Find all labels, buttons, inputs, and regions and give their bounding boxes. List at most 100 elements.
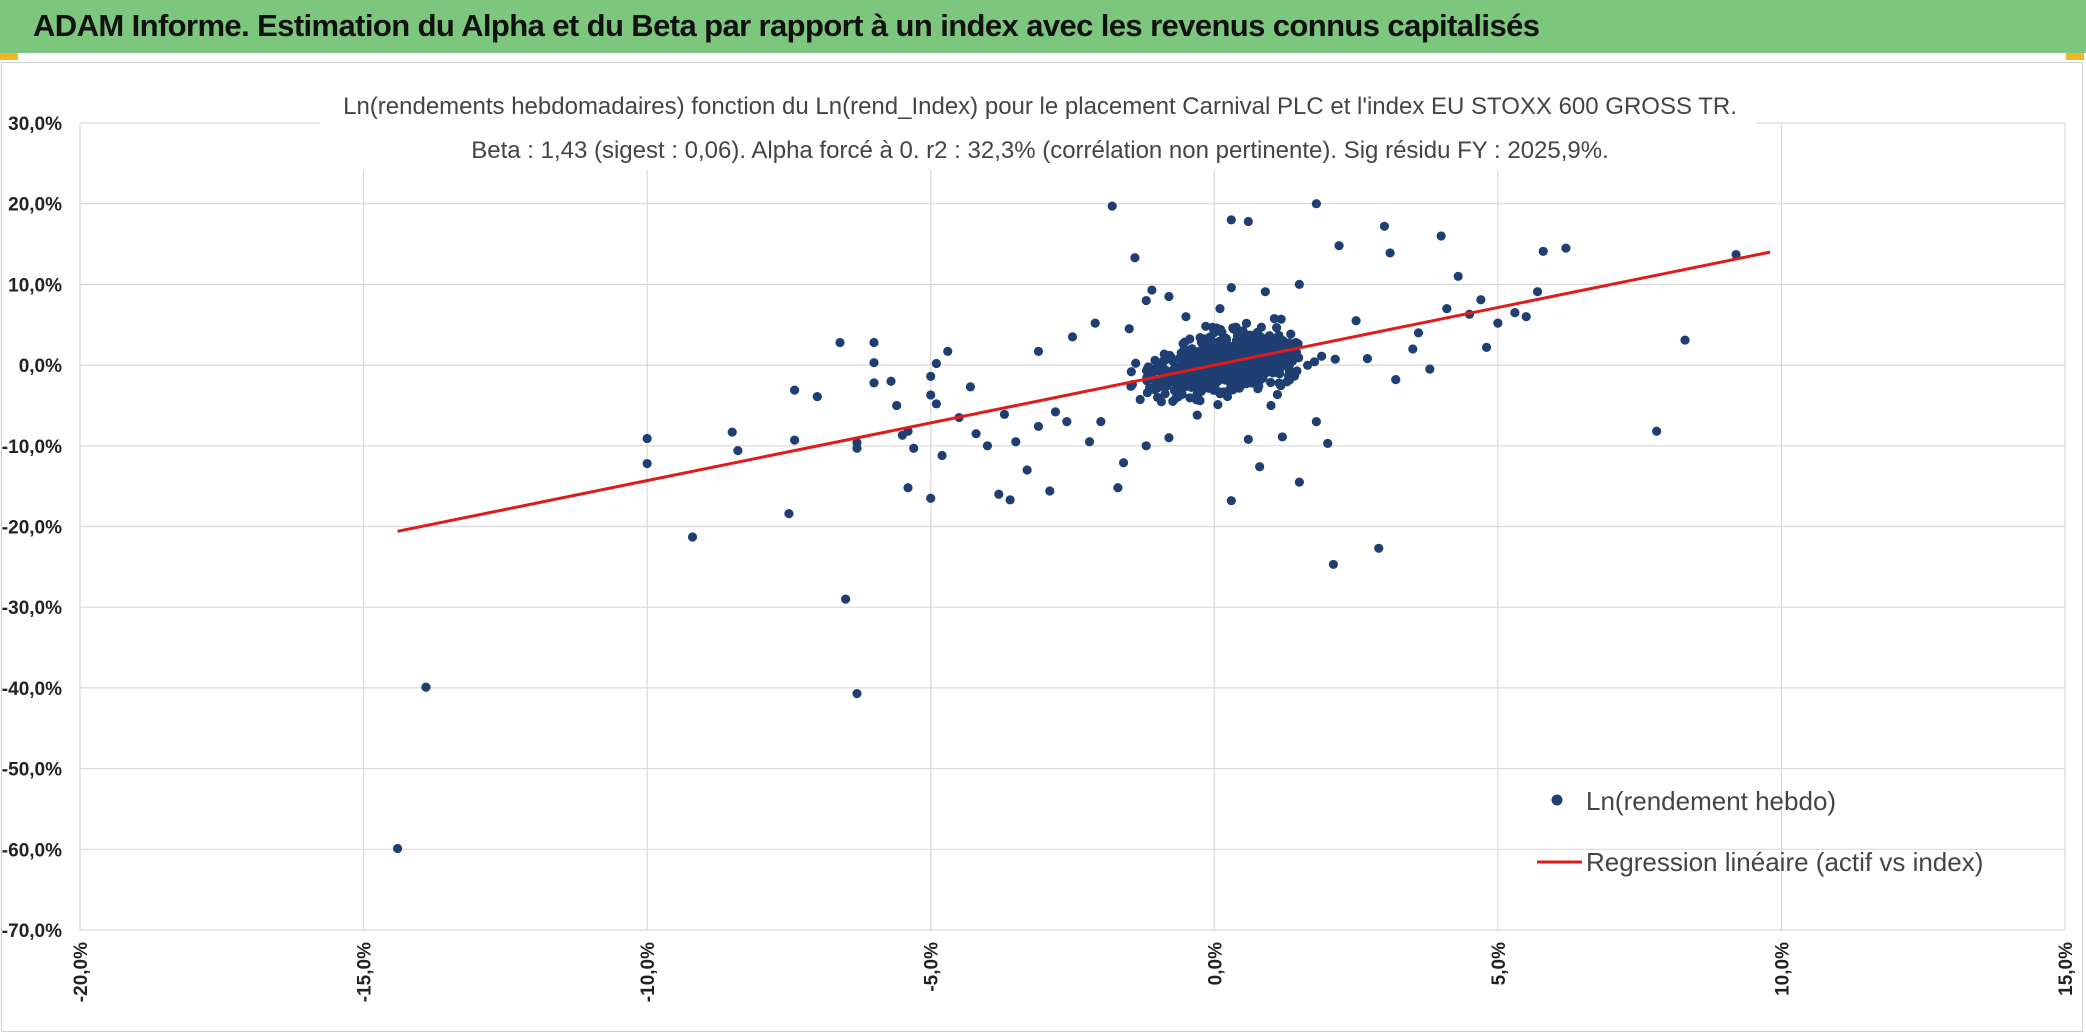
data-point bbox=[1022, 465, 1032, 475]
data-point bbox=[943, 346, 953, 356]
data-point bbox=[1226, 283, 1236, 293]
data-point bbox=[1175, 353, 1185, 363]
data-point bbox=[1303, 360, 1313, 370]
data-point bbox=[1311, 199, 1321, 209]
data-point bbox=[1330, 354, 1340, 364]
data-point bbox=[1202, 345, 1212, 355]
data-point bbox=[1436, 231, 1446, 241]
data-point bbox=[1265, 356, 1275, 366]
data-point bbox=[1033, 346, 1044, 356]
legend-marker-points bbox=[1551, 794, 1563, 806]
data-point bbox=[869, 378, 879, 388]
x-tick-label: 15,0% bbox=[2056, 942, 2077, 996]
data-point bbox=[421, 682, 431, 692]
data-point bbox=[926, 390, 936, 400]
data-point bbox=[1067, 332, 1078, 342]
x-tick-label: 10,0% bbox=[1772, 942, 1793, 996]
data-point bbox=[1124, 324, 1134, 334]
data-point bbox=[1213, 400, 1223, 410]
data-point bbox=[1271, 322, 1282, 333]
data-point bbox=[1096, 416, 1106, 427]
data-point bbox=[1255, 375, 1265, 385]
data-point bbox=[1244, 330, 1254, 340]
legend-label-line: Regression linéaire (actif vs index) bbox=[1586, 847, 1983, 877]
data-point bbox=[1164, 433, 1174, 443]
data-point bbox=[1090, 318, 1100, 328]
x-tick-label: -5,0% bbox=[922, 942, 943, 992]
data-point bbox=[1284, 365, 1294, 375]
data-point bbox=[869, 358, 879, 368]
data-point bbox=[999, 409, 1010, 419]
chart-subtitle: Beta : 1,43 (sigest : 0,06). Alpha forcé… bbox=[471, 137, 1609, 164]
data-point bbox=[1142, 388, 1153, 398]
data-point bbox=[852, 688, 862, 699]
data-point bbox=[1164, 291, 1174, 302]
data-point bbox=[1166, 353, 1176, 363]
y-tick-label: 10,0% bbox=[8, 275, 62, 296]
y-tick-label: -60,0% bbox=[2, 840, 62, 861]
data-point bbox=[1351, 316, 1361, 326]
data-point bbox=[1084, 437, 1095, 447]
data-point bbox=[1481, 342, 1492, 352]
chart-frame bbox=[1, 62, 2083, 1032]
data-point bbox=[1538, 246, 1548, 256]
y-tick-label: -50,0% bbox=[2, 760, 62, 781]
data-point bbox=[1130, 253, 1140, 263]
data-point bbox=[1185, 334, 1195, 344]
data-point bbox=[1408, 344, 1418, 354]
data-point bbox=[727, 427, 737, 437]
data-point bbox=[1374, 543, 1384, 553]
data-point bbox=[1680, 335, 1690, 345]
data-point bbox=[1181, 312, 1191, 322]
data-point bbox=[1212, 366, 1222, 376]
data-point bbox=[1274, 378, 1284, 388]
data-point bbox=[1323, 438, 1333, 448]
corner-marker-right bbox=[2066, 53, 2084, 60]
data-point bbox=[1196, 355, 1206, 365]
data-point bbox=[1294, 279, 1304, 289]
data-point bbox=[393, 843, 403, 854]
data-point bbox=[1731, 249, 1741, 260]
data-point bbox=[687, 532, 698, 542]
data-point bbox=[1215, 304, 1225, 314]
data-point bbox=[1182, 373, 1192, 383]
data-point bbox=[1062, 416, 1072, 427]
gridlines bbox=[79, 122, 2066, 931]
data-point bbox=[1201, 321, 1211, 331]
data-point bbox=[1652, 426, 1662, 436]
data-point bbox=[1243, 434, 1253, 444]
data-point bbox=[1244, 340, 1254, 350]
y-tick-label: 0,0% bbox=[19, 356, 62, 377]
data-point bbox=[926, 493, 936, 503]
data-point bbox=[931, 399, 941, 409]
data-point bbox=[1510, 308, 1520, 318]
data-point bbox=[1272, 332, 1282, 343]
scatter-points bbox=[393, 199, 1741, 854]
y-tick-label: -40,0% bbox=[2, 679, 62, 700]
chart-title: Ln(rendements hebdomadaires) fonction du… bbox=[343, 93, 1737, 120]
data-point bbox=[1135, 394, 1145, 405]
data-point bbox=[1453, 271, 1463, 281]
data-point bbox=[1005, 495, 1015, 505]
legend: Ln(rendement hebdo) Regression linéaire … bbox=[1537, 786, 1983, 877]
data-point bbox=[1193, 374, 1203, 384]
data-point bbox=[1141, 295, 1151, 306]
data-point bbox=[1476, 295, 1486, 305]
y-tick-label: -20,0% bbox=[2, 518, 62, 539]
data-point bbox=[1246, 372, 1256, 383]
y-axis-tick-labels: 30,0% 20,0% 10,0% 0,0% -10,0% -20,0% -30,0% -40… bbox=[2, 114, 62, 942]
x-tick-label: 0,0% bbox=[1205, 942, 1226, 985]
title-backdrop bbox=[320, 84, 1756, 170]
data-point bbox=[1147, 285, 1157, 295]
data-point bbox=[1255, 462, 1265, 472]
data-point bbox=[835, 337, 845, 348]
data-point bbox=[1222, 373, 1232, 383]
data-point bbox=[994, 489, 1004, 499]
data-point bbox=[1385, 248, 1395, 258]
data-point bbox=[1185, 393, 1195, 403]
x-tick-label: -15,0% bbox=[355, 942, 376, 1002]
data-point bbox=[869, 337, 879, 348]
data-point bbox=[1208, 376, 1219, 386]
data-point bbox=[1272, 389, 1282, 400]
data-point bbox=[982, 441, 993, 451]
